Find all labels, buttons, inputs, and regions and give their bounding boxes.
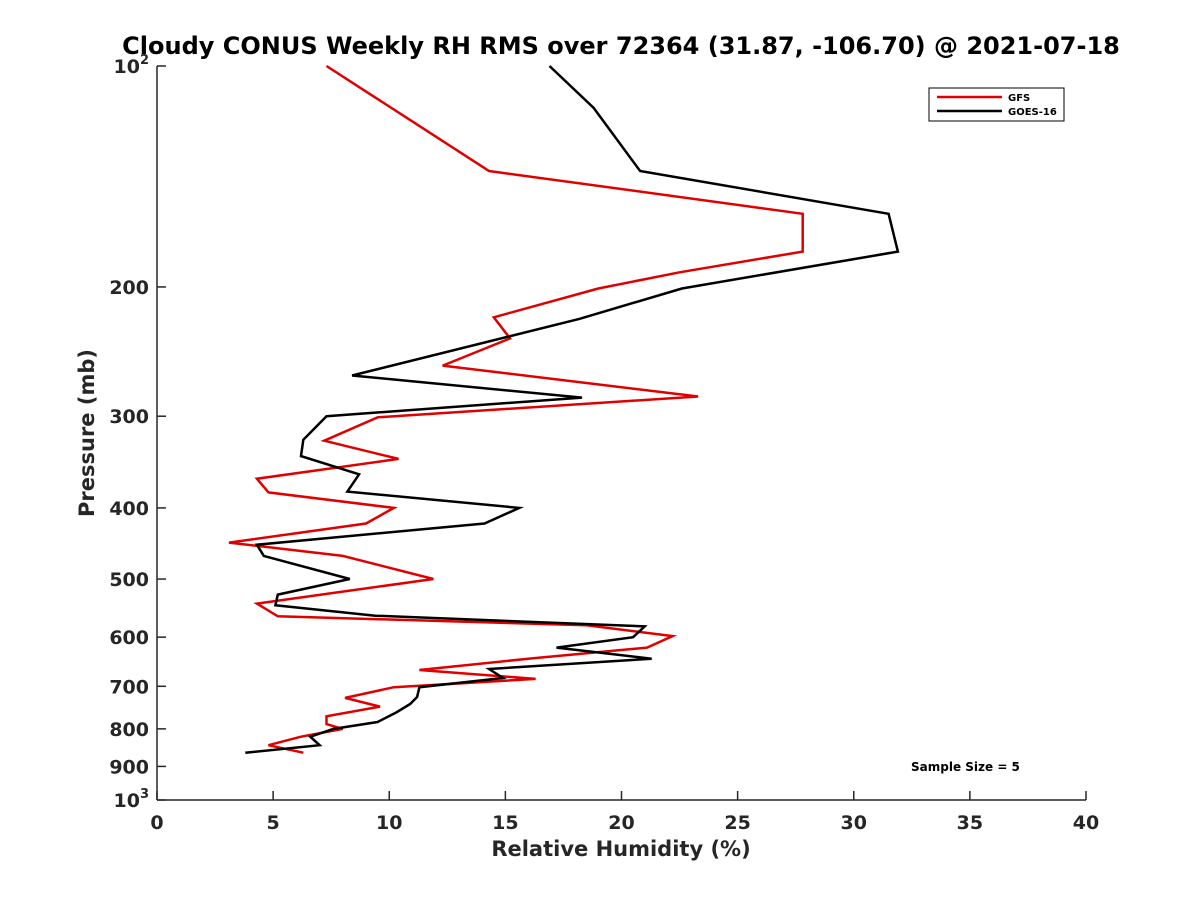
x-tick-label: 5 (267, 812, 280, 834)
y-tick-label: 800 (109, 719, 149, 741)
legend-box (928, 87, 1065, 122)
x-tick-label: 30 (841, 812, 867, 834)
legend: GFS GOES-16 (928, 87, 1065, 122)
series-line-goes16 (245, 65, 900, 754)
y-tick-label: 900 (109, 756, 149, 778)
series-line-gfs (228, 64, 804, 754)
y-axis-label: Pressure (mb) (75, 349, 99, 517)
y-tick-label: 400 (109, 498, 149, 520)
x-tick-label: 35 (957, 812, 983, 834)
y-tick-label: 500 (109, 569, 149, 591)
y-tick-label: 200 (109, 277, 149, 299)
x-tick-label: 10 (376, 812, 402, 834)
series-layer (228, 64, 900, 754)
legend-label-gfs: GFS (1008, 93, 1030, 104)
y-tick-label: 600 (109, 627, 149, 649)
x-tick-label: 0 (150, 812, 163, 834)
y-tick-label: 300 (109, 406, 149, 428)
x-ticks: 0 5 10 15 20 25 30 35 40 (150, 791, 1099, 834)
x-tick-label: 15 (492, 812, 518, 834)
x-tick-label: 40 (1073, 812, 1099, 834)
legend-label-goes16: GOES-16 (1008, 107, 1057, 118)
x-tick-label: 20 (608, 812, 634, 834)
sample-size-annotation: Sample Size = 5 (911, 760, 1020, 774)
x-tick-label: 25 (724, 812, 750, 834)
chart-title: Cloudy CONUS Weekly RH RMS over 72364 (3… (122, 32, 1120, 60)
x-axis-label: Relative Humidity (%) (491, 837, 750, 861)
y-tick-label: 700 (109, 676, 149, 698)
